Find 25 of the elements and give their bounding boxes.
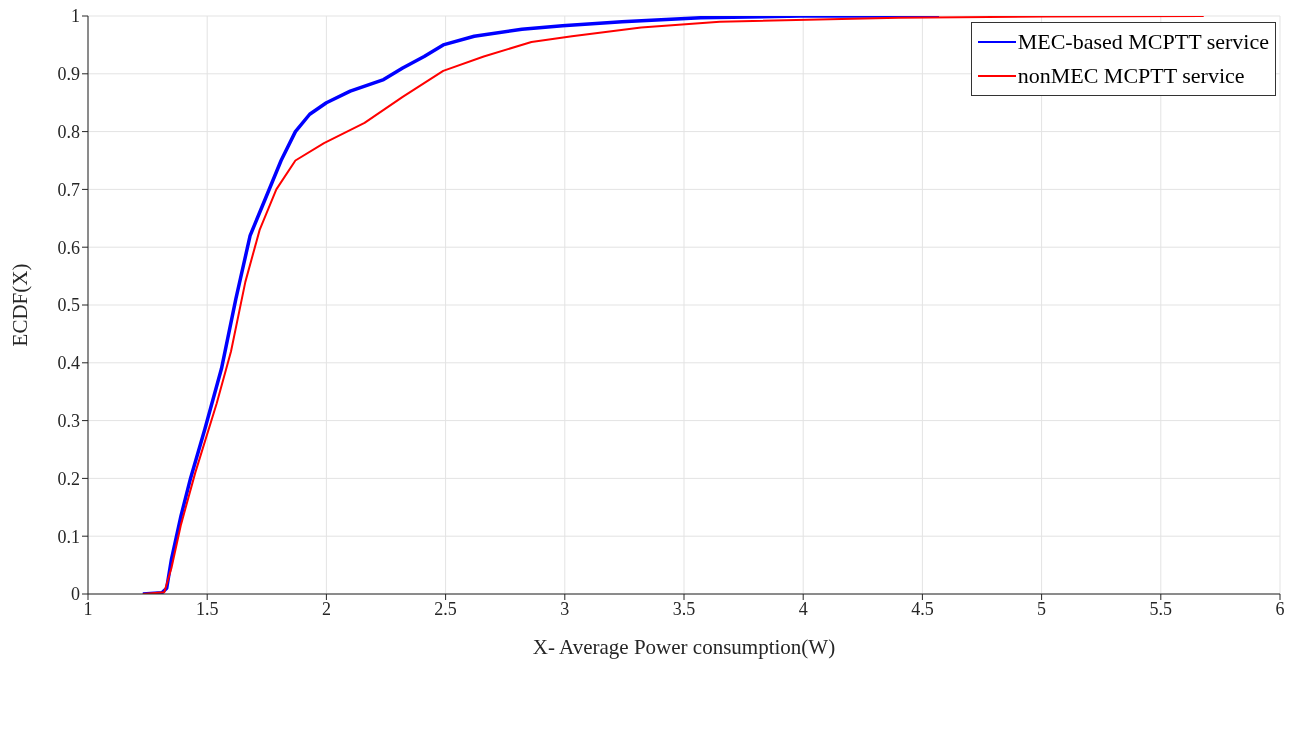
x-tick-label: 4.5 (911, 598, 934, 619)
x-tick-label: 5.5 (1149, 598, 1173, 619)
y-tick-label: 0.9 (57, 64, 80, 85)
y-tick-label: 0.8 (57, 121, 80, 142)
y-tick-label: 0.2 (57, 468, 80, 489)
x-tick-label: 5 (1037, 598, 1047, 619)
x-axis-title: X- Average Power consumption(W) (532, 635, 836, 659)
y-axis-title: ECDF(X) (8, 263, 33, 347)
x-tick-label: 2.5 (434, 598, 457, 619)
x-tick-label: 4 (798, 598, 808, 619)
x-tick-label: 1.5 (195, 598, 219, 619)
y-tick-label: 0.4 (57, 353, 80, 374)
x-tick-label: 6 (1275, 598, 1285, 619)
x-tick-label: 2 (321, 598, 331, 619)
legend-label: MEC-based MCPTT service (1017, 28, 1269, 56)
y-tick-label: 0 (71, 584, 80, 605)
x-tick-label: 3 (560, 598, 570, 619)
y-tick-label: 1 (71, 6, 80, 27)
y-tick-label: 0.6 (57, 237, 80, 258)
legend-label: nonMEC MCPTT service (1017, 62, 1245, 90)
x-tick-label: 3.5 (672, 598, 696, 619)
y-tick-label: 0.7 (57, 179, 80, 200)
y-tick-label: 0.3 (57, 410, 80, 431)
y-tick-label: 0.5 (57, 295, 80, 316)
y-tick-label: 0.1 (57, 526, 80, 547)
